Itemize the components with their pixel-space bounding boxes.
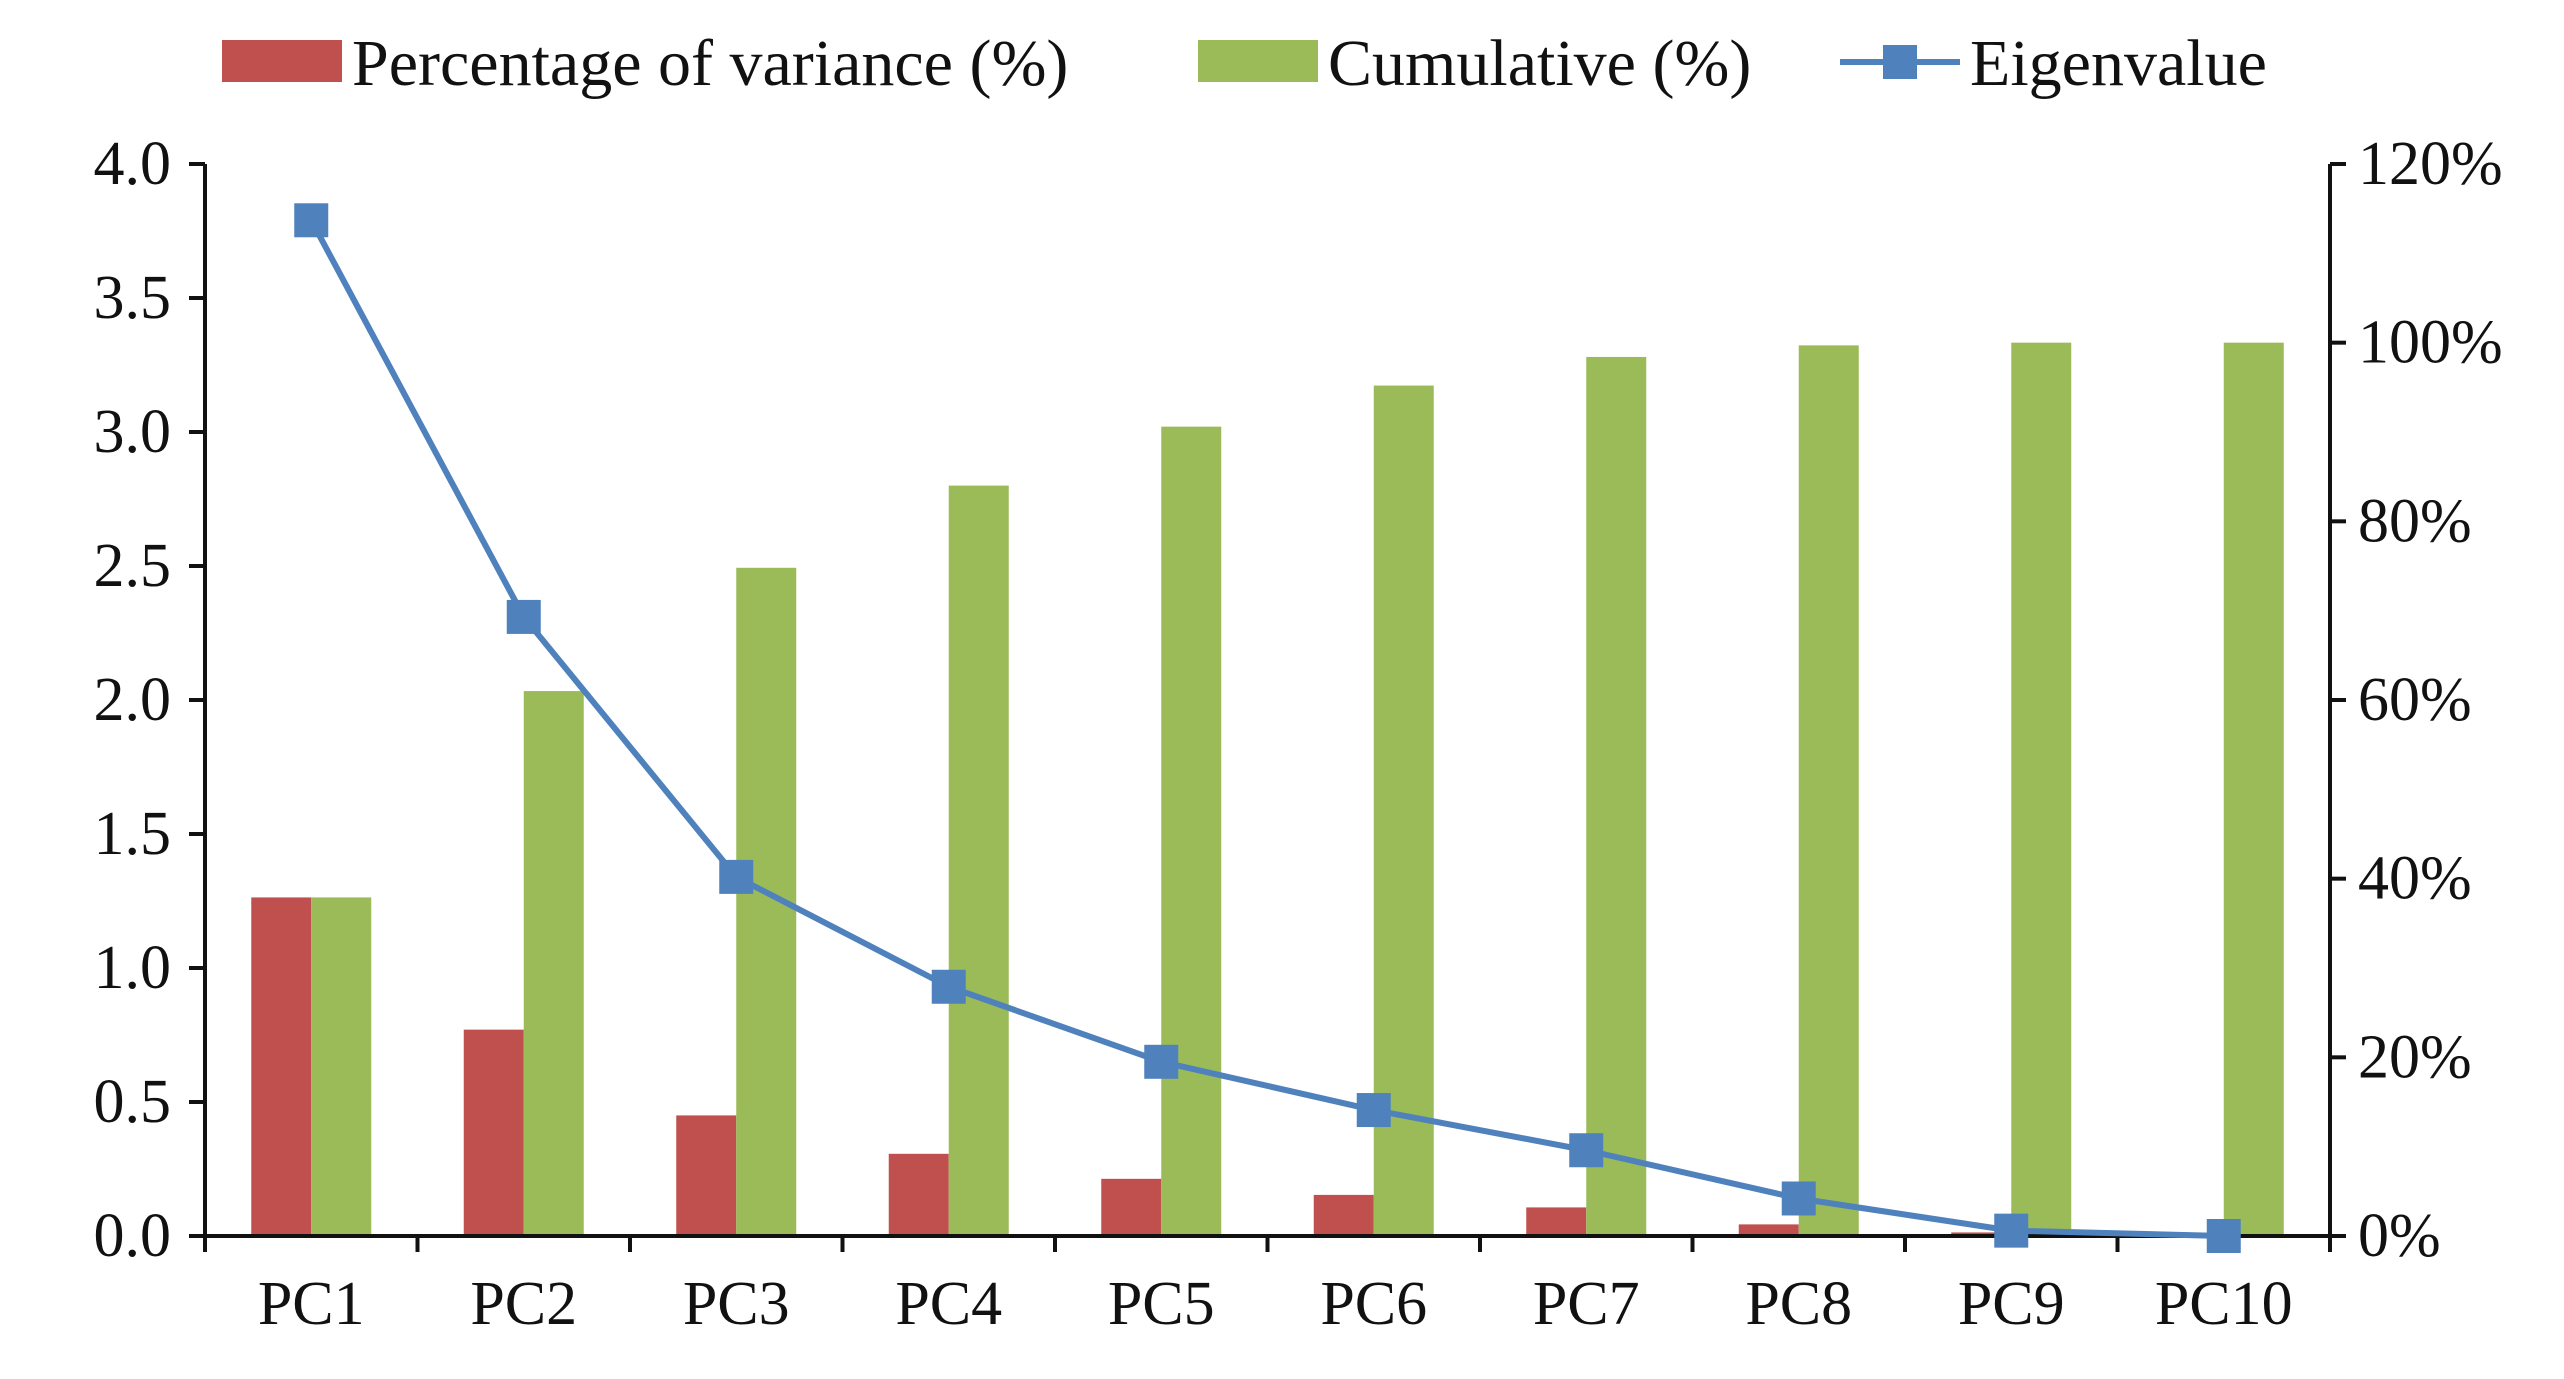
bar-variance-pc3 [676,1115,737,1236]
eigenvalue-point-pc8 [1781,1181,1816,1216]
x-tick-label-pc3: PC3 [683,1270,790,1338]
eigenvalue-point-pc3 [719,859,754,894]
eigenvalue-point-pc7 [1569,1133,1604,1168]
y-left-tick-label: 0.5 [94,1068,172,1136]
y-left-tick-label: 3.0 [94,398,172,466]
bar-cumulative-pc8 [1798,345,1859,1236]
legend-marker-eigenvalue [1883,45,1917,79]
x-tick-label-pc7: PC7 [1533,1270,1640,1338]
bar-variance-pc1 [251,897,312,1236]
eigenvalue-point-pc1 [294,203,329,238]
y-right-tick-label: 80% [2358,487,2472,555]
y-right-tick-label: 20% [2358,1023,2472,1091]
bar-cumulative-pc2 [523,691,584,1236]
legend: Percentage of variance (%) Cumulative (%… [222,27,2267,100]
legend-label-cumulative: Cumulative (%) [1328,27,1751,100]
eigenvalue-point-pc6 [1356,1093,1391,1128]
y-right-tick-label: 40% [2358,845,2472,913]
legend-swatch-cumulative [1198,40,1318,82]
y-left-tick-label: 4.0 [94,130,172,198]
bar-variance-pc6 [1313,1194,1374,1236]
bar-variance-pc2 [463,1029,524,1236]
axes-layer: 0.0 0.5 1.0 1.5 2.0 2.5 3.0 3.5 4.0 0% 20% 40% 60% 80… [94,130,2503,1338]
y-left-tick-label: 2.5 [94,532,172,600]
eigenvalue-point-pc10 [2206,1219,2241,1253]
x-tick-label-pc9: PC9 [1958,1270,2065,1338]
x-tick-label-pc8: PC8 [1745,1270,1852,1338]
legend-swatch-variance [222,40,342,82]
x-tick-label-pc5: PC5 [1108,1270,1215,1338]
eigenvalue-line [308,218,2224,1239]
bar-cumulative-pc4 [948,485,1009,1237]
bar-cumulative-pc7 [1586,356,1647,1237]
eigenvalue-layer [294,203,2241,1253]
y-right-tick-label: 100% [2358,309,2503,377]
legend-label-eigenvalue: Eigenvalue [1970,27,2267,100]
y-right-tick-label: 60% [2358,666,2472,734]
y-left-tick-label: 1.0 [94,934,172,1002]
y-left-tick-label: 1.5 [94,800,172,868]
eigenvalue-point-pc9 [1994,1213,2029,1248]
y-right-tick-label: 120% [2358,130,2503,198]
y-left-tick-label: 3.5 [94,264,172,332]
bar-cumulative-pc10 [2223,342,2284,1237]
bar-variance-pc7 [1526,1207,1587,1236]
x-tick-label-pc6: PC6 [1320,1270,1427,1338]
bars-layer [251,342,2284,1237]
y-right-tick-label: 0% [2358,1202,2441,1270]
eigenvalue-point-pc2 [506,599,541,634]
x-tick-label-pc2: PC2 [470,1270,577,1338]
bar-variance-pc4 [888,1153,949,1236]
bar-cumulative-pc5 [1161,426,1222,1236]
eigenvalue-point-pc4 [931,969,966,1004]
eigenvalue-point-pc5 [1144,1044,1179,1079]
bar-cumulative-pc9 [2011,342,2072,1237]
x-tick-label-pc4: PC4 [895,1270,1002,1338]
bar-cumulative-pc1 [311,897,372,1236]
bar-variance-pc5 [1101,1178,1162,1236]
bar-variance-pc8 [1738,1224,1799,1236]
x-tick-label-pc1: PC1 [258,1270,365,1338]
y-left-tick-label: 0.0 [94,1202,172,1270]
y-left-tick-label: 2.0 [94,666,172,734]
x-tick-label-pc10: PC10 [2155,1270,2293,1338]
legend-label-variance: Percentage of variance (%) [352,27,1068,100]
